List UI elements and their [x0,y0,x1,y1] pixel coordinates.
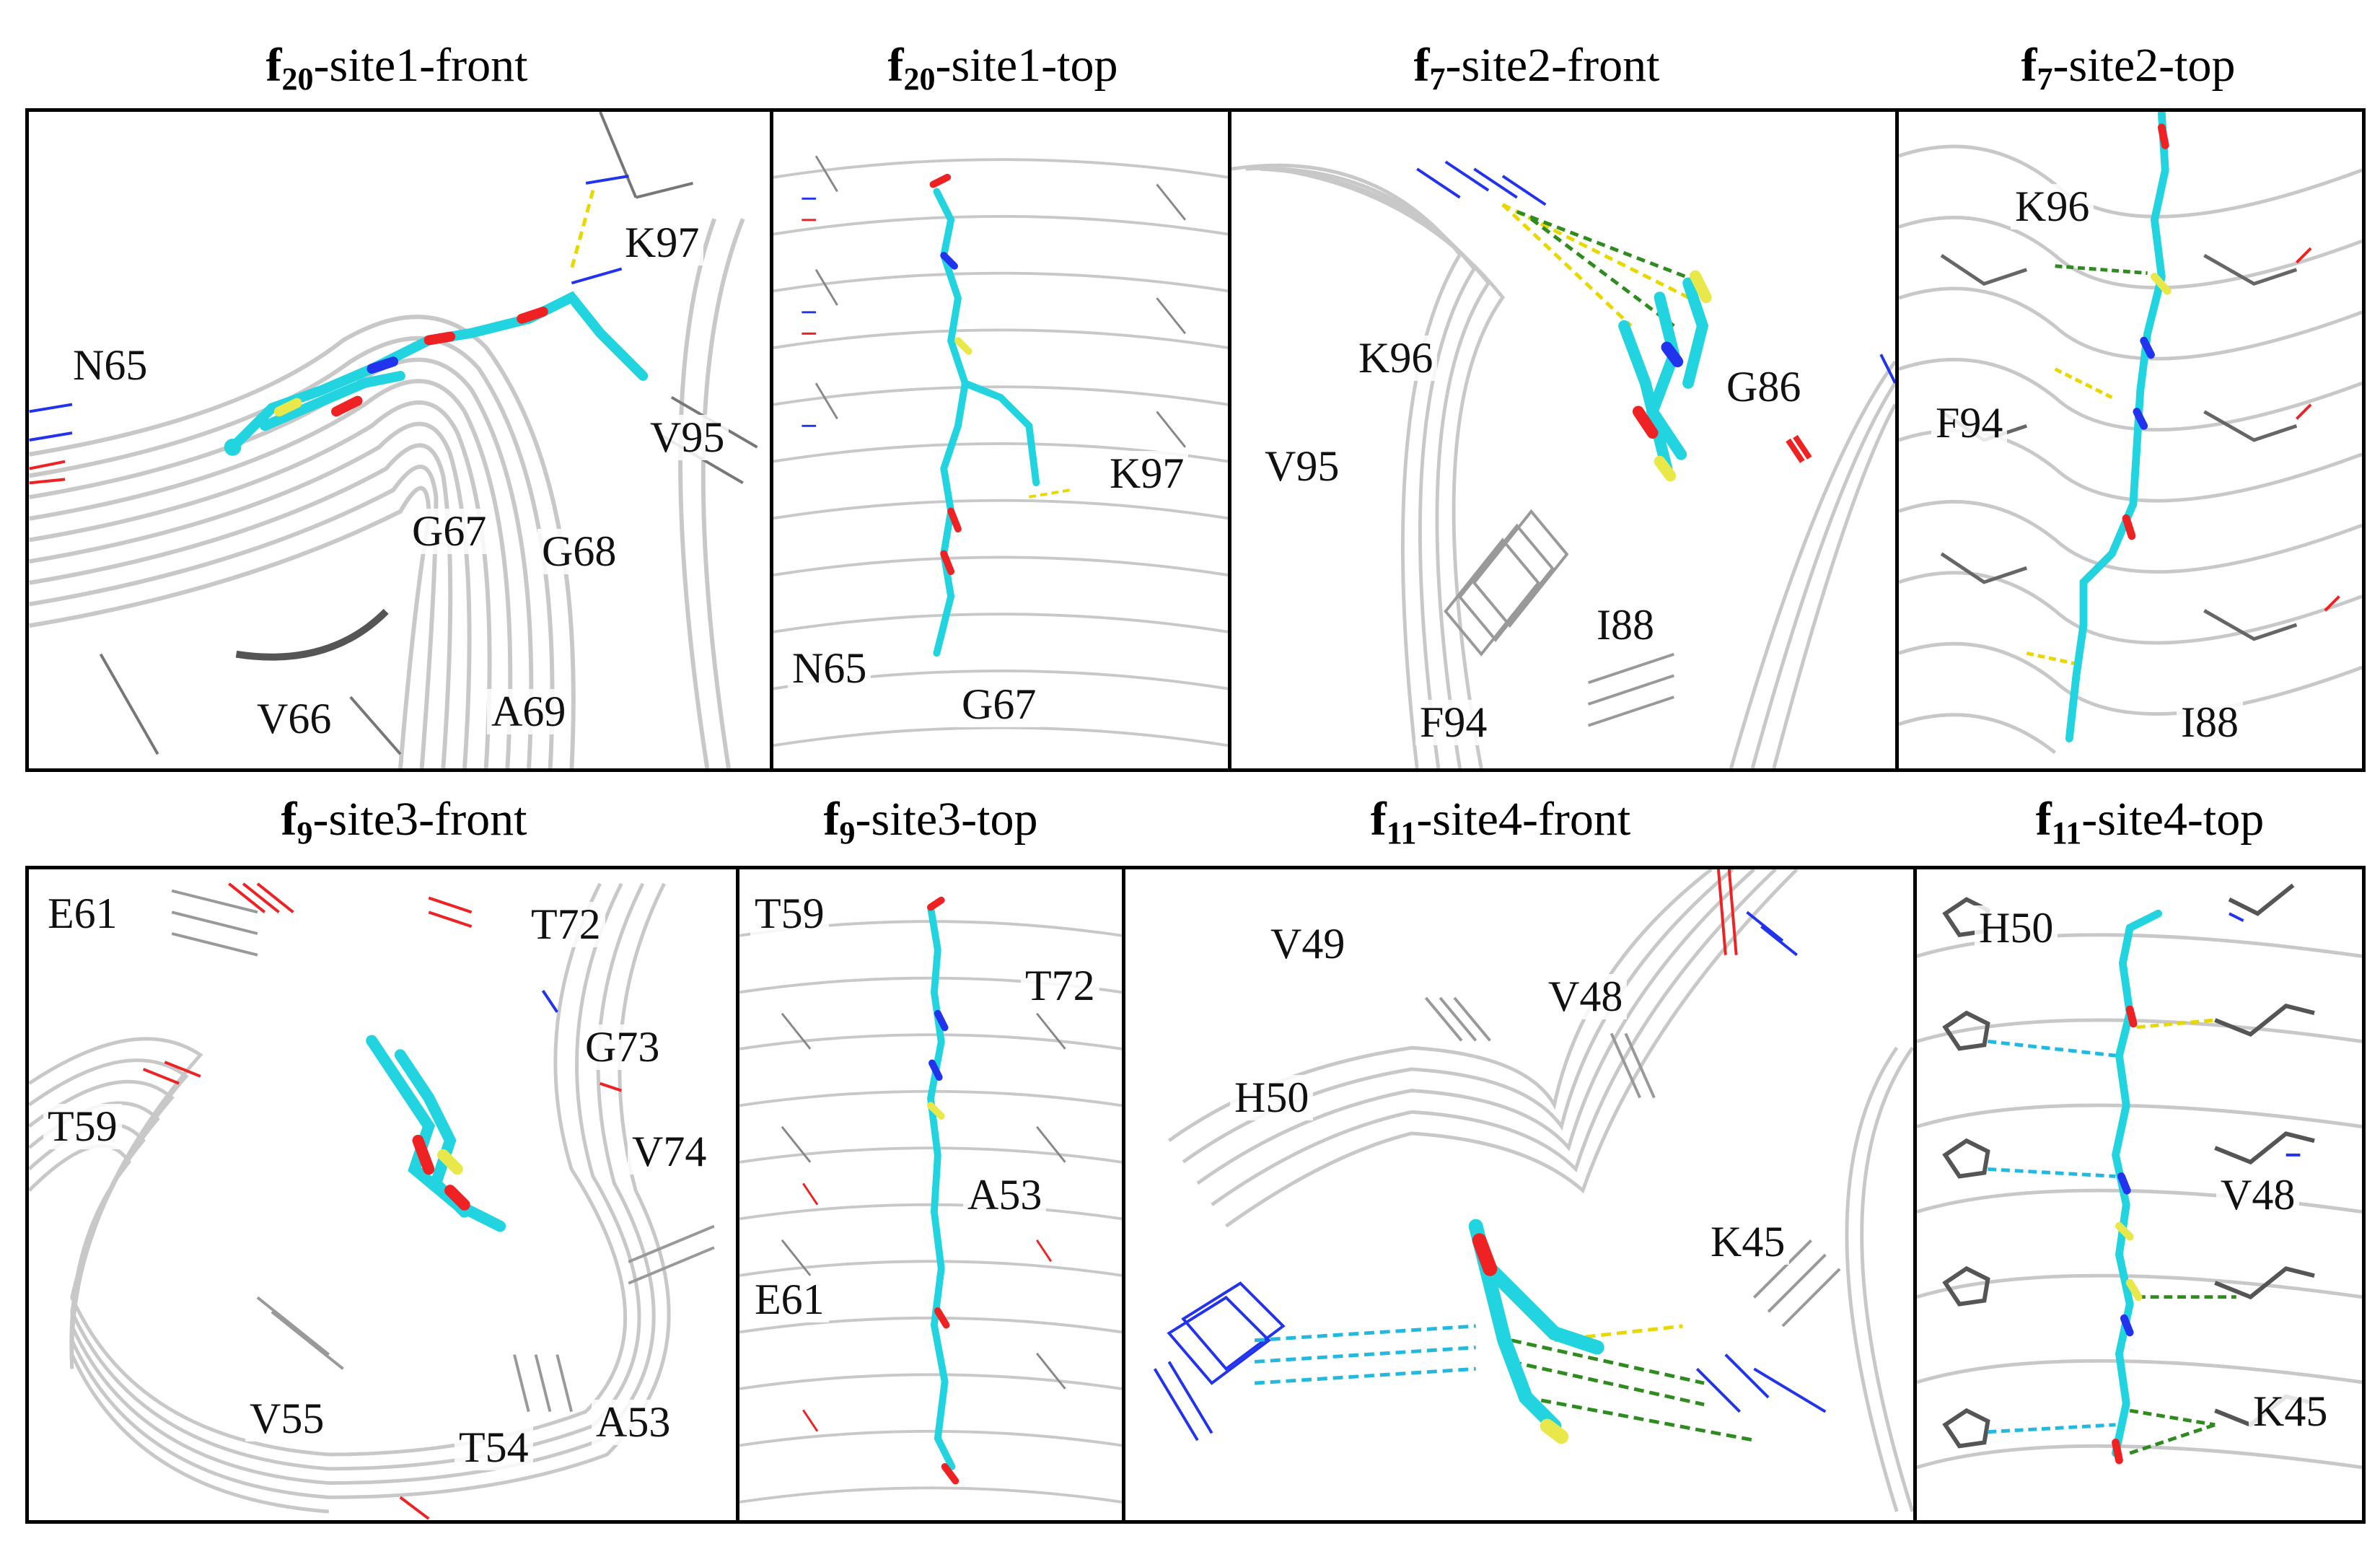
residue-label: V55 [245,1396,329,1442]
residue-label: H50 [1230,1075,1314,1120]
residue-label: K96 [1354,335,1438,381]
residue-label: F94 [1931,400,2008,446]
residue-label: V66 [253,696,336,742]
residue-label: G86 [1722,364,1806,410]
panel-f9-site3-top: T59 T72 A53 E61 [736,866,1125,1524]
residue-label: F94 [1415,700,1492,745]
residue-label: G67 [408,509,491,554]
residue-label: T59 [750,891,829,936]
molecular-render [1231,160,1895,768]
panel-title-6: f9-site3-top [823,793,1038,851]
residue-label: A53 [963,1172,1047,1218]
residue-label: K96 [2011,184,2094,229]
residue-label: T72 [527,902,605,947]
residue-label: A69 [487,689,571,734]
residue-label: V48 [2216,1172,2300,1218]
molecular-render [29,882,715,1520]
panel-title-3: f7-site2-front [1413,39,1660,97]
residue-label: V74 [628,1129,711,1175]
panel-title-7: f11-site4-front [1370,793,1631,851]
panel-title-8: f11-site4-top [2035,793,2265,851]
panel-title-5: f9-site3-front [281,793,527,851]
molecular-render [1153,869,1913,1512]
residue-label: E61 [43,891,122,936]
panel-title-2: f20-site1-top [887,39,1118,97]
residue-label: K45 [2249,1389,2332,1434]
residue-label: I88 [2177,700,2243,745]
residue-label: V49 [1266,921,1350,967]
residue-label: V95 [1260,444,1344,489]
residue-label: V48 [1544,974,1628,1019]
residue-label: G67 [957,682,1041,727]
panel-title-4: f7-site2-top [2021,39,2236,97]
residue-label: G68 [537,529,621,574]
panel-f7-site2-top: K96 F94 I88 [1895,108,2366,772]
residue-label: T59 [43,1104,122,1149]
residue-label: T72 [1021,963,1099,1009]
panel-f20-site1-top: K97 N65 G67 [770,108,1231,772]
residue-label: K45 [1706,1219,1790,1265]
residue-label: G73 [581,1024,664,1070]
molecular-render [29,112,758,768]
residue-label: H50 [1975,905,2058,951]
molecular-render [1917,883,2362,1470]
panel-f20-site1-front: K97 N65 V95 G67 G68 V66 A69 [25,108,773,772]
residue-label: T54 [455,1425,533,1470]
panel-f9-site3-front: E61 T72 G73 T59 V74 V55 T54 A53 [25,866,739,1524]
panel-f11-site4-front: V49 V48 H50 K45 [1122,866,1917,1524]
residue-label: V95 [646,415,729,460]
residue-label: E61 [750,1277,829,1322]
molecular-render [773,155,1228,747]
residue-label: N65 [788,646,871,691]
residue-label: I88 [1592,602,1659,648]
panel-f7-site2-front: K96 G86 V95 I88 F94 [1228,108,1899,772]
residue-label: N65 [69,343,152,388]
panel-f11-site4-top: H50 V48 K45 [1913,866,2366,1524]
residue-label: A53 [592,1400,675,1445]
residue-label: K97 [1105,451,1189,496]
panel-title-1: f20-site1-front [265,39,528,97]
residue-label: K97 [620,220,704,266]
